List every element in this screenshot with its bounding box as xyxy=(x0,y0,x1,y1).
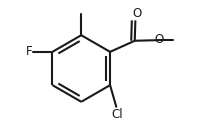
Text: Cl: Cl xyxy=(111,108,123,121)
Text: O: O xyxy=(132,7,141,20)
Text: O: O xyxy=(154,33,163,46)
Text: F: F xyxy=(26,45,32,58)
